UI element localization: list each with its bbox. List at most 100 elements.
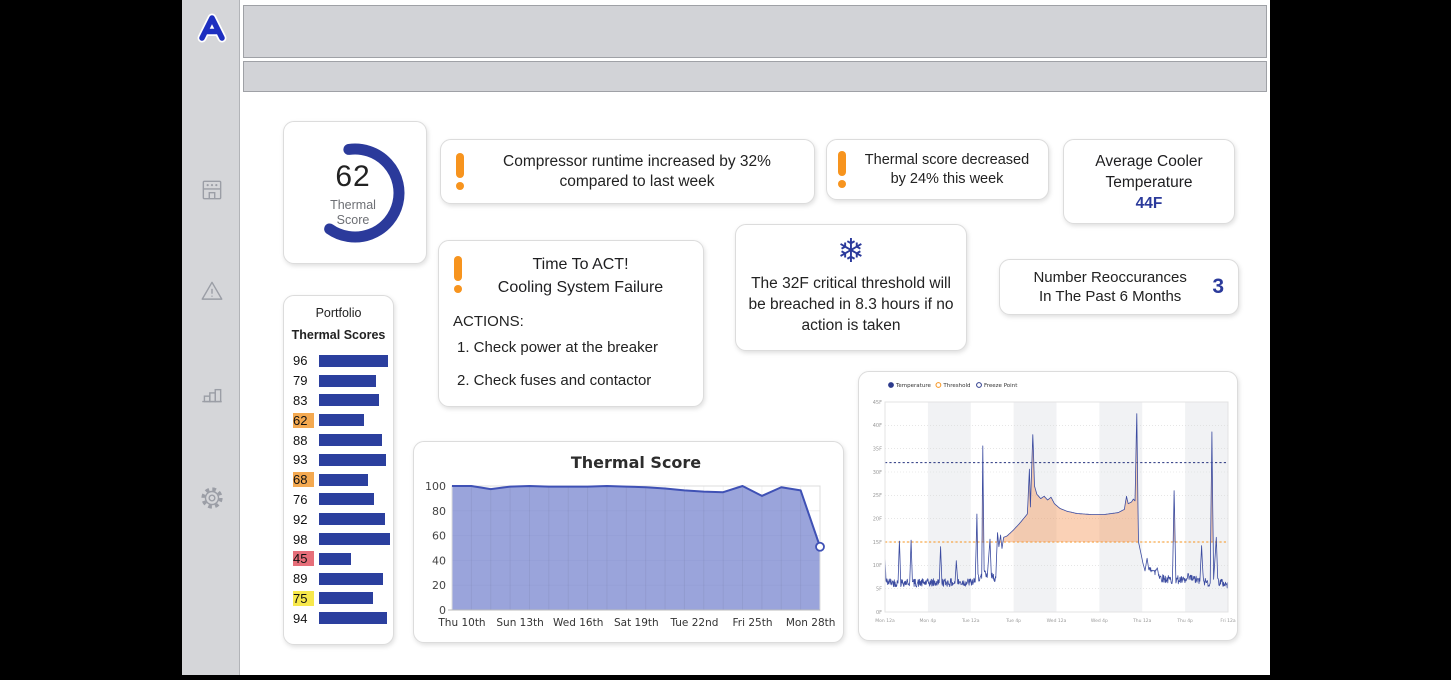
portfolio-score-row: 79: [284, 371, 393, 391]
axis-tick-label: Wed 16th: [553, 617, 603, 629]
avg-cooler-temp-card: Average Cooler Temperature 44F: [1063, 139, 1235, 224]
portfolio-score-value: 96: [293, 353, 308, 369]
axis-tick-label: Fri 12a: [1220, 618, 1236, 624]
exclamation-icon: [455, 153, 464, 190]
thermal-score-gauge-card: 62 Thermal Score: [283, 121, 427, 264]
portfolio-score-bar: [319, 434, 383, 447]
axis-tick-label: Tue 22nd: [669, 617, 718, 629]
axis-tick-label: 45F: [873, 400, 882, 406]
portfolio-score-value: 68: [293, 472, 314, 488]
portfolio-score-bar: [319, 572, 384, 585]
portfolio-score-bar: [319, 533, 390, 546]
axis-tick-label: Fri 25th: [733, 617, 773, 629]
portfolio-score-bar: [319, 394, 379, 407]
legend-threshold-icon: [935, 382, 942, 388]
reoccurances-label: Number Reoccurances In The Past 6 Months: [1033, 269, 1187, 305]
axis-tick-label: Thermal Score: [571, 453, 701, 472]
portfolio-score-value: 76: [293, 491, 308, 507]
axis-tick-label: 100: [425, 480, 446, 493]
portfolio-score-bar: [319, 612, 387, 625]
temperature-chart-card: 45F 40F 35F 30F 25F 20F 15F 10F 5F 0F Mon 12a Mon 4…: [858, 371, 1238, 641]
portfolio-score-value: 92: [293, 511, 308, 527]
thermal-score-gauge-arc: [324, 143, 405, 243]
thermal-decrease-alert-text: Thermal score decreased by 24% this week: [864, 151, 1030, 187]
axis-tick-label: Mon 28th: [786, 617, 836, 629]
axis-tick-label: 60: [432, 530, 446, 543]
axis-tick-label: 80: [432, 505, 446, 518]
bar-chart-icon[interactable]: [199, 381, 225, 407]
warning-icon[interactable]: [199, 278, 225, 304]
portfolio-score-row: 98: [284, 529, 393, 549]
legend-freeze-point-icon: [976, 382, 982, 388]
legend-label: Threshold: [942, 383, 970, 389]
freeze-threshold-text: The 32F critical threshold will be breac…: [748, 275, 954, 334]
portfolio-score-row: 62: [284, 410, 393, 430]
axis-tick-label: Wed 4p: [1091, 618, 1108, 624]
portfolio-score-row: 88: [284, 430, 393, 450]
avg-cooler-line1: Average Cooler: [1095, 153, 1203, 170]
portfolio-score-value: 83: [293, 392, 308, 408]
axis-tick-label: Mon 4p: [920, 618, 937, 624]
portfolio-score-row: 75: [284, 589, 393, 609]
facility-icon[interactable]: [199, 177, 225, 203]
portfolio-subtitle: Thermal Scores: [291, 328, 386, 342]
portfolio-score-bar: [319, 473, 368, 486]
thermal-score-label: Thermal Score: [330, 198, 376, 227]
axis-tick-label: Thu 4p: [1176, 618, 1193, 624]
axis-tick-label: Sat 19th: [614, 617, 659, 629]
sidebar: [182, 0, 240, 675]
axis-tick-label: 25F: [873, 493, 882, 499]
axis-tick-label: Wed 12a: [1047, 618, 1067, 624]
snowflake-icon: ❄: [837, 232, 865, 269]
portfolio-score-value: 93: [293, 452, 308, 468]
header-bar: [243, 5, 1267, 58]
portfolio-score-row: 68: [284, 470, 393, 490]
axis-tick-label: 10F: [873, 563, 882, 569]
axis-tick-label: 0F: [876, 610, 882, 616]
axis-tick-label: 0: [439, 604, 446, 617]
legend-temperature-icon: [888, 382, 894, 388]
portfolio-score-row: 83: [284, 391, 393, 411]
legend-label: Temperature: [895, 383, 931, 389]
app-logo-icon[interactable]: [195, 10, 229, 46]
portfolio-score-value: 79: [293, 373, 308, 389]
compressor-alert-text: Compressor runtime increased by 32% comp…: [503, 152, 771, 190]
portfolio-title: Portfolio: [315, 306, 362, 320]
portfolio-score-value: 75: [293, 590, 314, 606]
portfolio-score-bar: [319, 552, 352, 565]
portfolio-score-row: 94: [284, 608, 393, 628]
action-item-2: 2. Check fuses and contactor: [457, 372, 652, 389]
gear-icon[interactable]: [199, 485, 225, 511]
thermal-decrease-alert-card: Thermal score decreased by 24% this week: [826, 139, 1049, 200]
avg-cooler-line2: Temperature: [1105, 174, 1193, 191]
thermal-score-value: 62: [335, 160, 371, 193]
time-to-act-card: Time To ACT! Cooling System Failure ACTI…: [438, 240, 704, 407]
portfolio-score-row: 76: [284, 490, 393, 510]
reoccurances-value: 3: [1212, 275, 1224, 298]
portfolio-scores-card: Portfolio Thermal Scores 96 79 83 62 88 93 68 7…: [283, 295, 394, 645]
axis-tick-label: 5F: [876, 586, 882, 592]
portfolio-score-list: 96 79 83 62 88 93 68 76 92 98 45 89 75 94: [284, 351, 393, 628]
portfolio-score-value: 94: [293, 610, 308, 626]
compressor-alert-card: Compressor runtime increased by 32% comp…: [440, 139, 815, 204]
actions-label: ACTIONS:: [453, 313, 524, 330]
axis-tick-label: Tue 4p: [1005, 618, 1021, 624]
axis-tick-label: Tue 12a: [961, 618, 980, 624]
portfolio-score-value: 98: [293, 531, 308, 547]
portfolio-score-value: 89: [293, 571, 308, 587]
portfolio-score-bar: [319, 453, 386, 466]
thermal-score-chart-card: Thermal Score 0 20 40 60 80 100 Thu 10th Sun 13t…: [413, 441, 844, 643]
portfolio-score-bar: [319, 513, 386, 526]
portfolio-score-row: 92: [284, 509, 393, 529]
axis-tick-label: 20: [432, 579, 446, 592]
axis-tick-label: 40: [432, 554, 446, 567]
thermal-score-chart: Thermal Score 0 20 40 60 80 100 Thu 10th Sun 13t…: [425, 453, 836, 629]
reoccurances-card: Number Reoccurances In The Past 6 Months…: [999, 259, 1239, 315]
axis-tick-label: 20F: [873, 516, 882, 522]
action-card-title: Time To ACT! Cooling System Failure: [497, 256, 664, 296]
portfolio-score-bar: [319, 592, 373, 605]
toolbar-bar: [243, 61, 1267, 92]
portfolio-score-value: 45: [293, 551, 314, 567]
exclamation-icon: [837, 151, 846, 188]
